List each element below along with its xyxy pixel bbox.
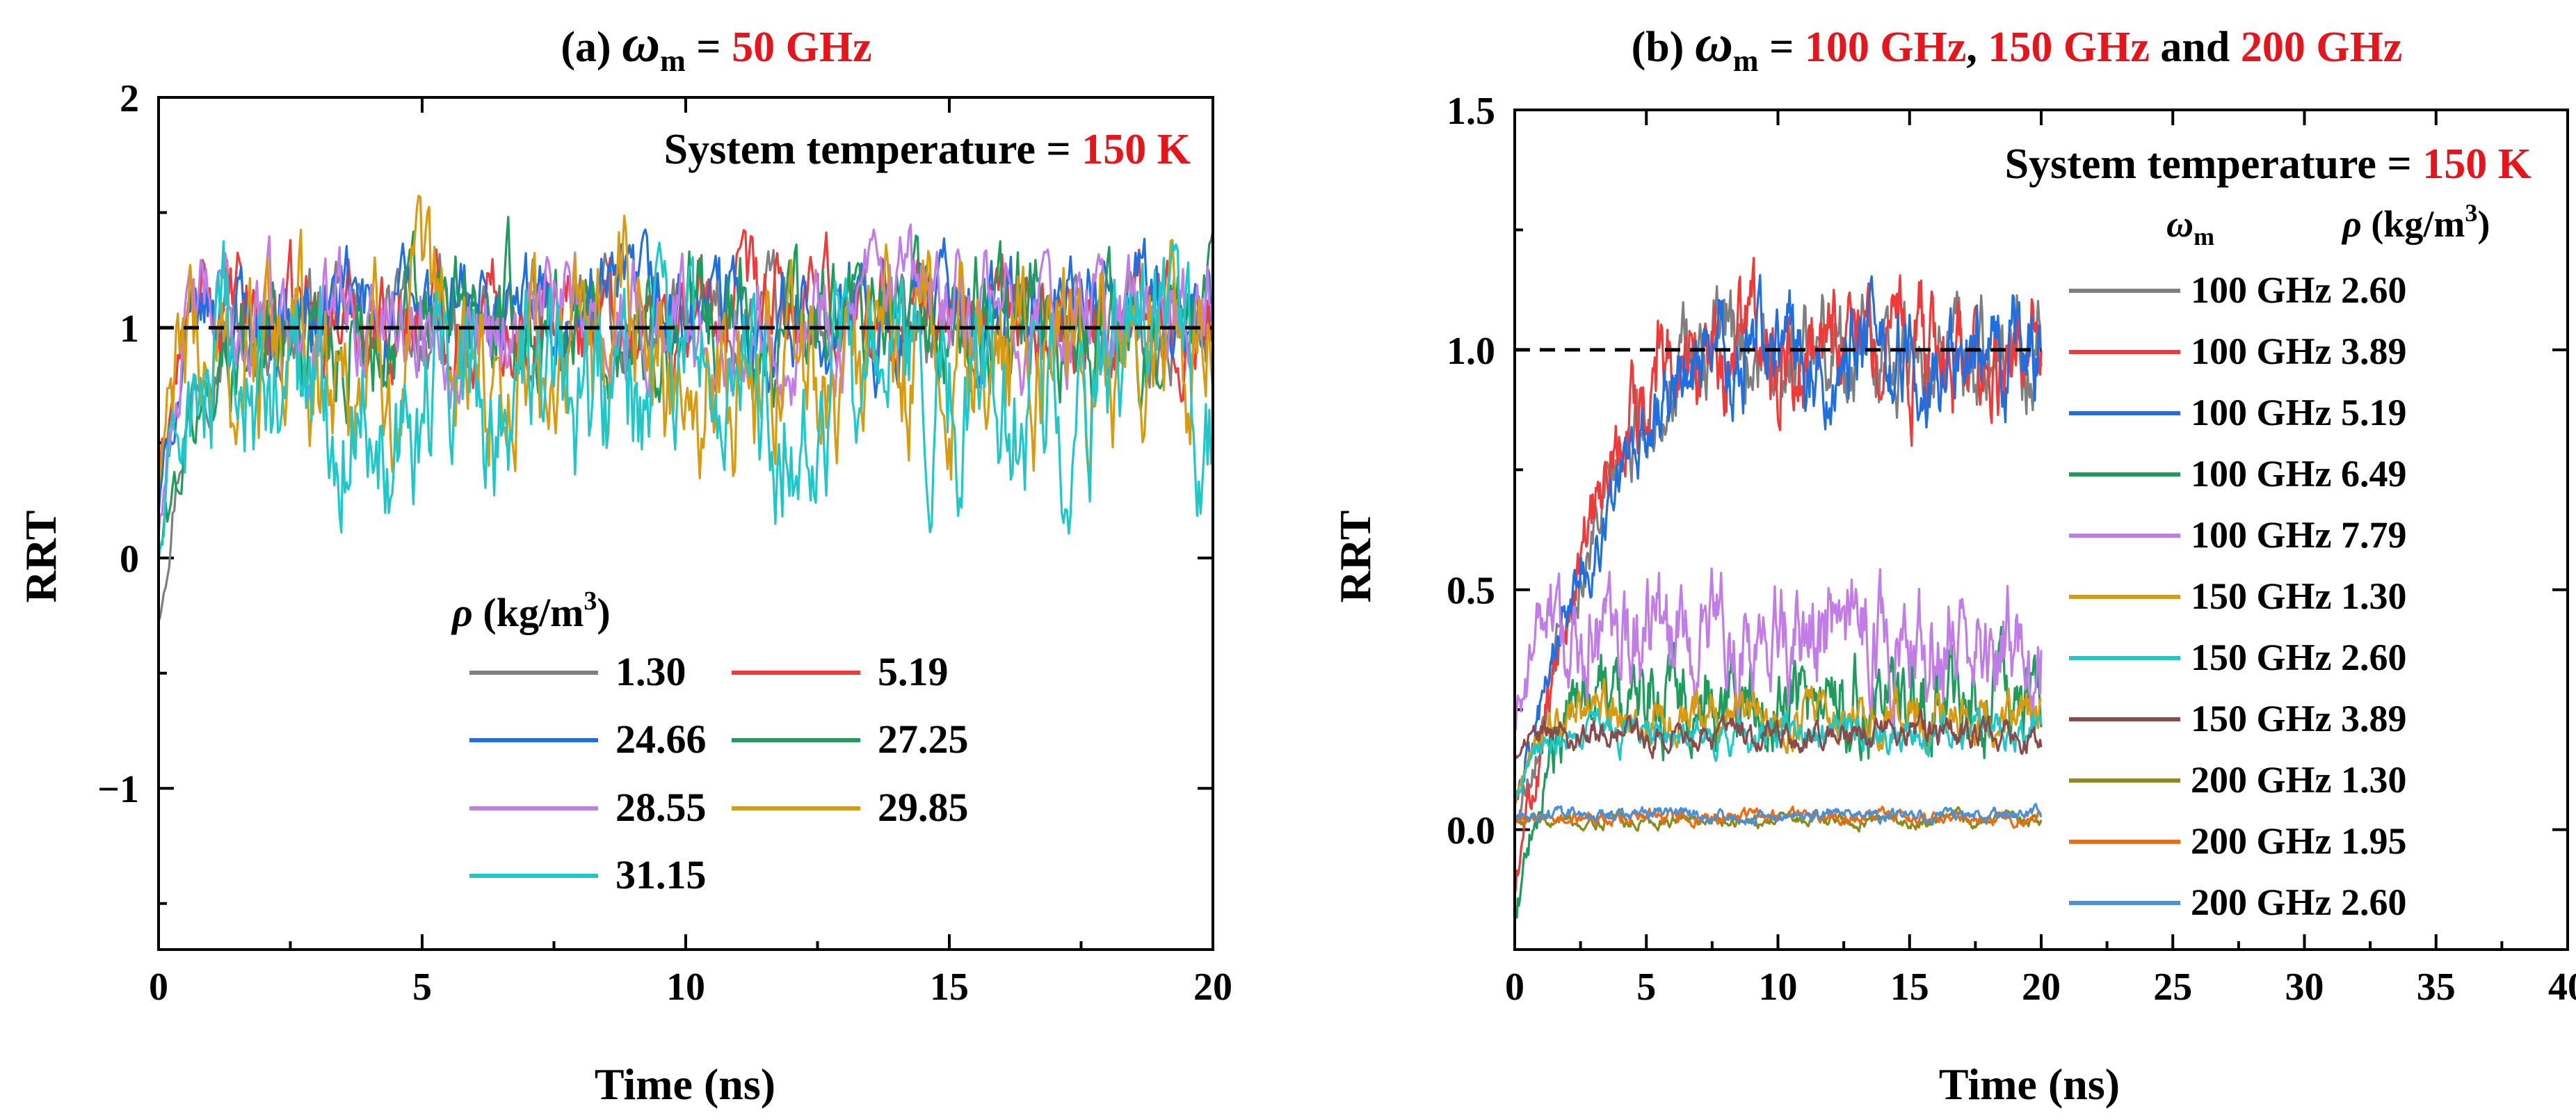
legend-label: 150 GHz 2.60 bbox=[2191, 637, 2406, 678]
x-tick-label: 35 bbox=[2417, 966, 2456, 1009]
legend-label: 28.55 bbox=[615, 785, 707, 830]
y-tick-label: 1 bbox=[120, 307, 139, 351]
legend-label: 100 GHz 2.60 bbox=[2191, 269, 2406, 311]
legend-label: 150 GHz 1.30 bbox=[2191, 575, 2406, 617]
legend-label: 200 GHz 1.30 bbox=[2191, 759, 2406, 801]
series-line-100-GHz-7.79 bbox=[1515, 567, 2043, 739]
panel-a-ylabel: RRT bbox=[16, 511, 65, 603]
x-tick-label: 10 bbox=[1759, 966, 1798, 1009]
legend-label: 100 GHz 7.79 bbox=[2191, 514, 2406, 556]
panel-b-frame bbox=[1513, 109, 2569, 951]
x-tick-label: 20 bbox=[2022, 966, 2061, 1009]
y-tick-label: −1 bbox=[97, 768, 139, 811]
legend-label: 100 GHz 3.89 bbox=[2191, 330, 2406, 372]
x-tick-label: 40 bbox=[2548, 966, 2576, 1009]
x-tick-label: 0 bbox=[1505, 966, 1524, 1009]
y-tick-label: 0.0 bbox=[1447, 810, 1495, 853]
y-tick-label: 0 bbox=[120, 538, 139, 581]
x-tick-label: 25 bbox=[2153, 966, 2192, 1009]
x-tick-label: 5 bbox=[412, 966, 432, 1009]
y-tick-label: 1.0 bbox=[1447, 330, 1495, 373]
panel-a-legend-title: ρ (kg/m3) bbox=[451, 586, 611, 635]
panel-b: (b) ωm = 100 GHz, 150 GHz and 200 GHz RR… bbox=[1330, 15, 2576, 1109]
legend-label: 29.85 bbox=[878, 785, 969, 830]
legend-label: 100 GHz 5.19 bbox=[2191, 392, 2406, 433]
panel-b-annotation: System temperature = 150 K bbox=[2005, 141, 2531, 188]
panel-a-frame bbox=[157, 96, 1214, 951]
x-tick-label: 15 bbox=[930, 966, 969, 1009]
series-line-150-GHz-3.89 bbox=[1515, 709, 2043, 762]
series-line-31.15 bbox=[159, 240, 1213, 554]
series-line-100-GHz-5.19 bbox=[1515, 273, 2043, 801]
legend-label: 31.15 bbox=[615, 852, 707, 897]
panel-b-legend-header-omega: ωm bbox=[2166, 203, 2214, 250]
x-tick-label: 20 bbox=[1193, 966, 1232, 1009]
panel-a-legend: 1.30 5.19 24.66 27.25 28.55 29.85 31.15 bbox=[469, 649, 969, 897]
y-tick-label: 2 bbox=[120, 77, 139, 120]
series-line-100-GHz-6.49 bbox=[1515, 625, 2043, 920]
x-tick-label: 0 bbox=[149, 966, 168, 1009]
x-tick-label: 15 bbox=[1890, 966, 1929, 1009]
legend-label: 5.19 bbox=[878, 649, 949, 694]
panel-a-plot-area bbox=[159, 194, 1213, 623]
x-tick-label: 10 bbox=[666, 966, 705, 1009]
panel-b-xlabel: Time (ns) bbox=[1939, 1059, 2120, 1109]
series-line-29.85 bbox=[159, 194, 1213, 488]
panel-a: (a) ωm = 50 GHz RRT Time (ns) 0 5 10 15 2021… bbox=[16, 15, 1232, 1109]
legend-label: 24.66 bbox=[615, 717, 707, 762]
panel-b-title: (b) ωm = 100 GHz, 150 GHz and 200 GHz bbox=[1632, 15, 2403, 78]
panel-b-legend-header-rho: ρ (kg/m3) bbox=[2341, 199, 2490, 245]
panel-b-plot-area bbox=[1515, 257, 2043, 920]
legend-label: 150 GHz 3.89 bbox=[2191, 698, 2406, 739]
panel-b-ylabel: RRT bbox=[1330, 511, 1380, 603]
y-tick-label: 1.5 bbox=[1447, 90, 1495, 133]
panel-a-annotation: System temperature = 150 K bbox=[664, 126, 1191, 173]
panel-a-xlabel: Time (ns) bbox=[595, 1059, 775, 1109]
legend-label: 1.30 bbox=[615, 649, 686, 694]
x-tick-label: 5 bbox=[1636, 966, 1656, 1009]
legend-label: 27.25 bbox=[878, 717, 969, 762]
series-line-200-GHz-2.60 bbox=[1515, 803, 2043, 827]
legend-label: 200 GHz 2.60 bbox=[2191, 881, 2406, 923]
y-tick-label: 0.5 bbox=[1447, 570, 1495, 613]
panel-a-title: (a) ωm = 50 GHz bbox=[561, 15, 871, 78]
panel-b-legend: 100 GHz 2.60 100 GHz 3.89 100 GHz 5.19 100 … bbox=[2069, 269, 2406, 923]
legend-label: 100 GHz 6.49 bbox=[2191, 453, 2406, 495]
x-tick-label: 30 bbox=[2285, 966, 2324, 1009]
legend-label: 200 GHz 1.95 bbox=[2191, 820, 2406, 862]
